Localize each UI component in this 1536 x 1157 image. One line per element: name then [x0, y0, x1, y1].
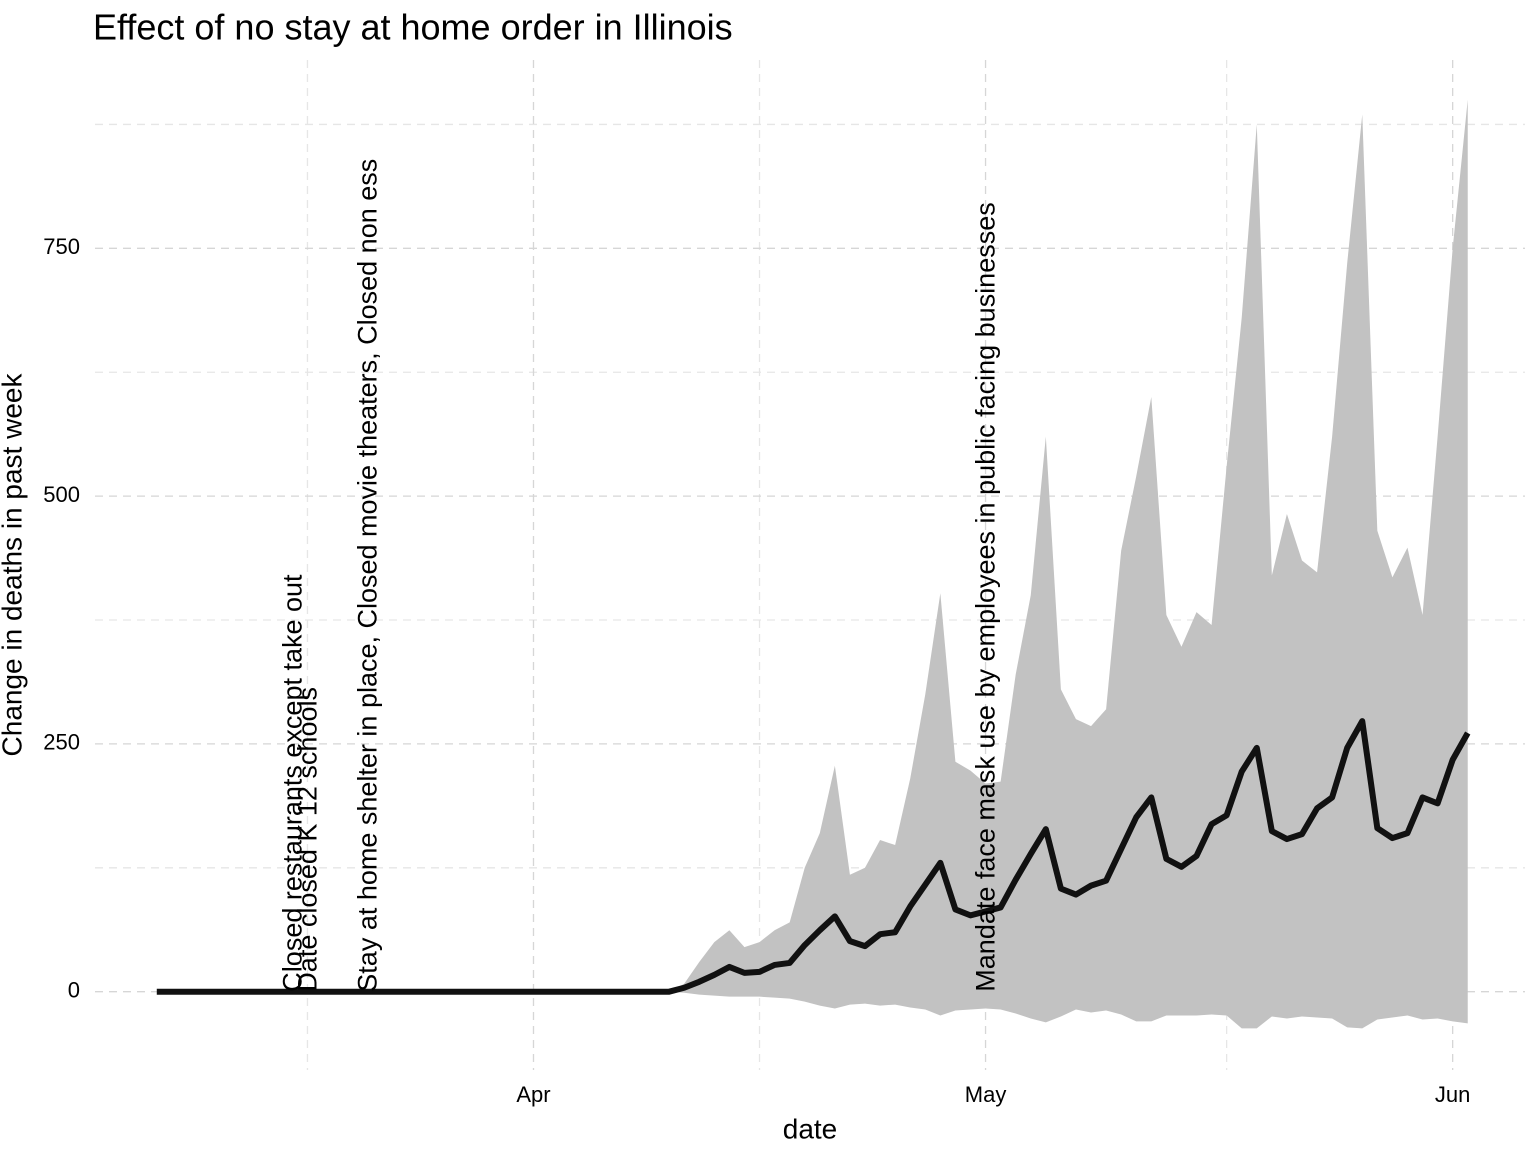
x-axis-title: date [783, 1113, 838, 1144]
y-tick-label: 0 [68, 978, 80, 1003]
annotation: Closed restaurants except take out [277, 574, 307, 992]
x-tick-label: May [965, 1082, 1007, 1107]
chart-title: Effect of no stay at home order in Illin… [93, 7, 733, 48]
annotation: Date closed K 12 schools [292, 687, 322, 992]
annotation: Stay at home shelter in place, Closed mo… [353, 159, 383, 992]
confidence-band [156, 99, 1468, 1029]
y-tick-label: 250 [43, 730, 80, 755]
x-tick-label: Apr [516, 1082, 550, 1107]
annotation: Mandate face mask use by employees in pu… [971, 202, 1001, 991]
y-axis-title: Change in deaths in past week [0, 373, 27, 757]
line [156, 718, 1471, 995]
y-tick-label: 750 [43, 234, 80, 259]
y-tick-label: 500 [43, 482, 80, 507]
x-tick-label: Jun [1435, 1082, 1470, 1107]
